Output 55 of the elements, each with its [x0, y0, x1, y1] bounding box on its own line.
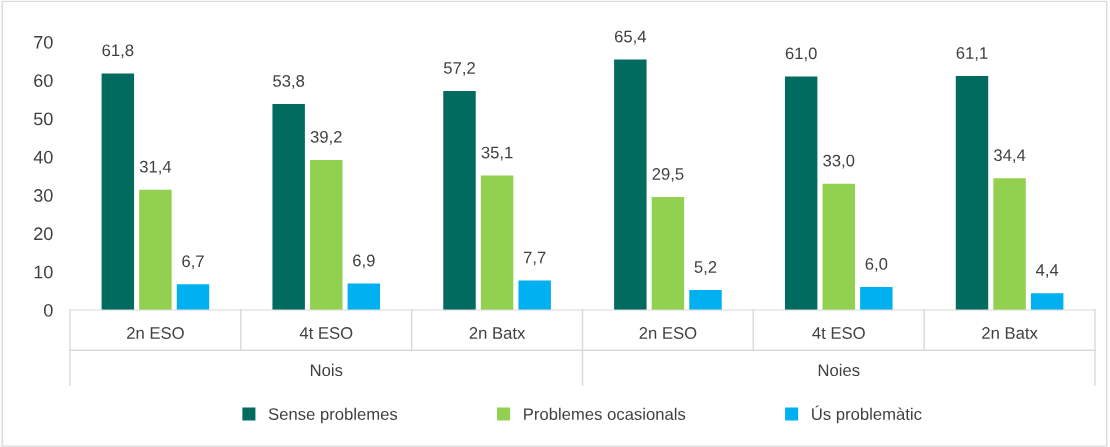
x-tick-label: 2n Batx [982, 327, 1038, 339]
legend-label: Ús problemàtic [812, 405, 922, 424]
bar [176, 284, 210, 310]
x-tick-label: 2n ESO [639, 327, 697, 339]
y-tick-label: 50 [33, 112, 53, 126]
text: Noies [818, 363, 860, 377]
data-label: 6,9 [353, 254, 375, 269]
data-label: 6,0 [865, 258, 888, 272]
x-tick-label: 2n ESO [127, 327, 184, 339]
data-label: 61,1 [956, 47, 988, 61]
bar [101, 73, 135, 310]
bar [651, 197, 685, 310]
bar [784, 76, 818, 310]
legend-label: Problemes ocasionals [524, 407, 686, 421]
y-tick-label: 70 [34, 35, 53, 49]
data-label: 5,2 [694, 261, 717, 275]
bar [822, 183, 855, 310]
data-label: 4,4 [1035, 264, 1059, 278]
data-label: 33,0 [823, 154, 855, 169]
data-label: 61,8 [102, 44, 134, 59]
bar [689, 290, 722, 310]
bar [955, 76, 989, 310]
data-label: 57,2 [443, 62, 475, 76]
data-label: 31,4 [139, 160, 172, 175]
x-tick-label: 4t ESO [299, 327, 353, 339]
x-tick-label: 2n Batx [469, 327, 526, 339]
bar [139, 189, 172, 310]
y-tick-label: 20 [34, 227, 53, 241]
y-tick-label: 10 [34, 265, 53, 279]
data-label: 6,7 [182, 255, 204, 270]
data-label: 53,8 [273, 75, 305, 89]
data-label: 35,1 [481, 146, 513, 161]
data-label: 7,7 [523, 251, 546, 266]
x-tick-label: 4t ESO [812, 327, 865, 339]
data-label: 65,4 [614, 30, 647, 45]
data-label: 34,4 [994, 149, 1026, 164]
legend-label: Sense problemes [268, 407, 398, 424]
bar [614, 59, 647, 310]
bar [480, 175, 514, 310]
bar [310, 159, 343, 310]
y-tick-label: 30 [33, 189, 53, 202]
data-label: 29,5 [652, 168, 684, 182]
y-tick-label: 60 [34, 74, 53, 88]
y-tick-label: 0 [44, 303, 53, 317]
bar [1030, 293, 1064, 310]
y-tick-label: 40 [33, 150, 53, 164]
text: Nois [310, 363, 343, 377]
data-label: 39,2 [310, 130, 342, 145]
bar [272, 104, 305, 310]
bar [860, 287, 893, 310]
bar [443, 91, 476, 310]
bar [518, 280, 551, 310]
bar [993, 178, 1026, 310]
data-label: 61,0 [785, 47, 817, 62]
bar [347, 283, 381, 310]
